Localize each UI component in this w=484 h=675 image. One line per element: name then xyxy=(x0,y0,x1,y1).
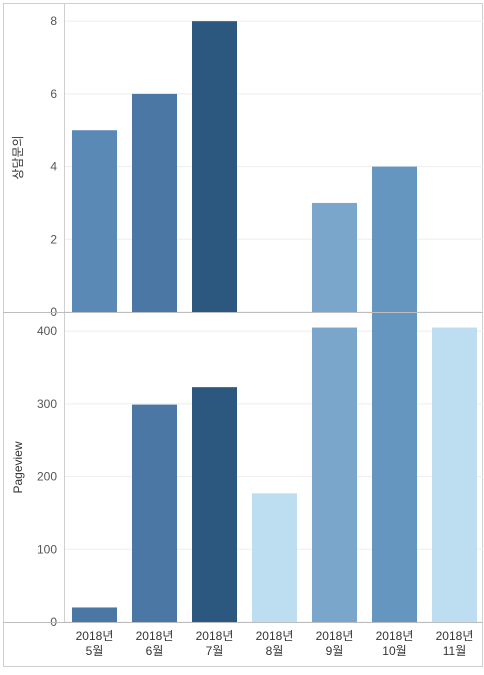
bar-0-5 xyxy=(372,166,417,312)
y-axis-title-1: Pageview xyxy=(11,441,25,493)
x-tick-label-5-0: 2018년 xyxy=(376,629,414,643)
x-tick-label-6-1: 11월 xyxy=(443,644,467,658)
x-tick-label-4-1: 9월 xyxy=(326,644,344,658)
bar-0-1 xyxy=(132,93,177,312)
x-tick-label-1-0: 2018년 xyxy=(136,629,174,643)
x-tick-label-3-1: 8월 xyxy=(266,644,284,658)
x-tick-label-2-1: 7월 xyxy=(206,644,224,658)
y-tick-label-0-2: 4 xyxy=(50,160,57,174)
x-tick-label-0-0: 2018년 xyxy=(76,629,114,643)
x-tick-label-0-1: 5월 xyxy=(86,644,104,658)
y-axis-title-0: 상담문의 xyxy=(11,135,25,179)
bar-1-3 xyxy=(252,493,297,622)
x-tick-label-2-0: 2018년 xyxy=(196,629,234,643)
y-tick-label-1-2: 200 xyxy=(37,470,57,484)
bar-1-4 xyxy=(312,327,357,622)
bar-0-4 xyxy=(312,202,357,312)
y-tick-label-1-1: 100 xyxy=(37,542,57,556)
x-tick-label-3-0: 2018년 xyxy=(256,629,294,643)
bar-1-1 xyxy=(132,404,177,622)
outer-frame xyxy=(3,3,483,667)
bar-1-2 xyxy=(192,387,237,622)
bar-1-6 xyxy=(432,327,477,622)
y-tick-label-0-4: 8 xyxy=(50,14,57,28)
y-tick-label-1-4: 400 xyxy=(37,324,57,338)
bar-1-5 xyxy=(372,312,417,622)
bar-0-2 xyxy=(192,21,237,312)
y-tick-label-0-3: 6 xyxy=(50,87,57,101)
y-tick-label-0-1: 2 xyxy=(50,232,57,246)
y-tick-label-1-3: 300 xyxy=(37,397,57,411)
x-tick-label-6-0: 2018년 xyxy=(436,629,474,643)
x-tick-label-5-1: 10월 xyxy=(382,644,406,658)
x-tick-label-1-1: 6월 xyxy=(146,644,164,658)
x-tick-label-4-0: 2018년 xyxy=(316,629,354,643)
bar-1-0 xyxy=(72,607,117,622)
bar-0-0 xyxy=(72,130,117,312)
